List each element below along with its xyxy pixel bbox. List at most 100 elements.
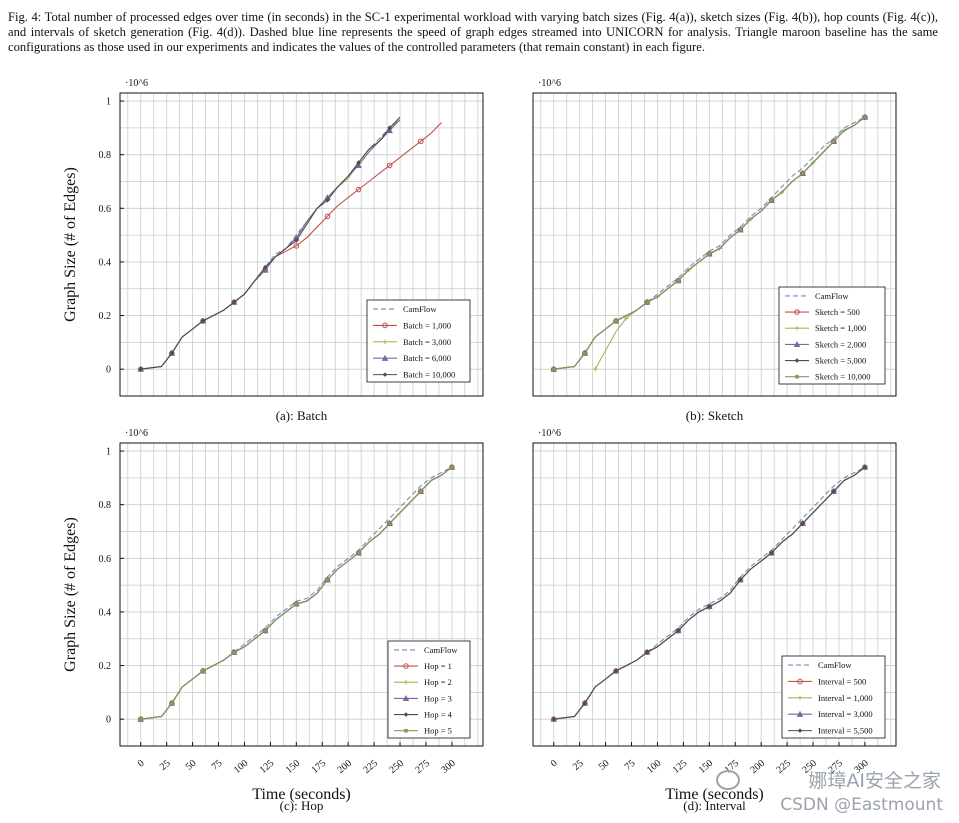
data-point [707,252,712,256]
legend-marker [403,663,409,669]
data-point [387,125,392,131]
y-tick-label: 1 [106,97,111,108]
data-point [200,318,206,324]
data-point [592,366,598,372]
data-point [263,628,267,633]
legend-label: Batch = 3,000 [403,337,451,347]
legend-marker [794,309,800,315]
legend-label: Sketch = 500 [815,307,860,317]
data-point [863,115,867,119]
data-point [138,717,143,721]
legend-marker [794,325,800,331]
plot-frame [532,442,897,747]
x-tick-label: 0 [549,758,560,770]
plot-frame [532,92,897,397]
x-tick-label: 100 [232,758,251,776]
legend-marker [795,374,799,379]
data-point [355,186,362,193]
data-point [325,577,330,582]
wechat-icon [716,770,740,790]
legend-label: Sketch = 1,000 [815,323,866,333]
legend-marker [796,710,804,717]
watermark-csdn: CSDN @Eastmount [780,795,943,815]
data-point [356,160,361,166]
data-point [582,700,588,706]
series [137,119,401,372]
legend-marker [797,728,803,733]
legend-marker [797,695,803,701]
legend-marker [382,322,388,329]
data-point [386,162,393,169]
legend-label: Hop = 2 [424,677,452,687]
y-tick-label: 0.4 [99,607,112,618]
y-tick-label: 0.2 [99,661,112,672]
x-tick-label: 175 [310,758,329,776]
legend-marker [382,339,388,345]
y-tick-label: 0 [106,365,111,376]
y-tick-label: 0.8 [99,500,112,511]
x-tick-label: 25 [158,758,173,773]
plot-frame [119,92,484,397]
legend-label: CamFlow [818,660,852,670]
legend-label: Hop = 3 [424,693,452,703]
data-point [232,650,236,654]
y-scale-label: ·10^6 [125,78,148,89]
x-tick-label: 250 [387,758,406,776]
legend-label: Hop = 4 [424,710,453,720]
legend-box [781,655,886,739]
data-point [262,264,268,270]
chart-panel-d: ·10^60 25 50 75 100 125 150 175 200 225 250 275 300T… [532,428,897,813]
y-scale-label: ·10^6 [538,78,561,89]
data-point [201,669,205,673]
y-tick-label: 0 [106,715,111,726]
legend-marker [793,340,801,347]
x-tick-label: 200 [336,758,355,776]
legend-marker [403,712,409,717]
data-point [324,213,331,220]
legend-label: Sketch = 5,000 [815,356,866,366]
x-tick-label: 225 [361,758,380,776]
legend: CamFlow Hop = 1 Hop = 2 Hop = 3 Hop = 4 Hop =… [387,640,471,739]
data-point [325,197,330,203]
legend-label: CamFlow [815,291,849,301]
data-point [769,198,774,203]
data-point [831,139,836,144]
x-tick-label: 125 [258,758,277,776]
legend-label: CamFlow [403,304,437,314]
plot-frame [119,442,484,747]
data-point [138,366,144,372]
series [138,116,401,372]
series-line [140,116,401,370]
x-tick-label: 200 [749,758,768,776]
legend-marker [797,678,803,685]
legend-label: CamFlow [424,645,458,655]
data-point [862,464,868,470]
x-tick-label: 75 [623,758,638,773]
legend-label: Interval = 5,500 [818,726,873,736]
data-point [387,521,392,526]
y-tick-label: 0.2 [99,311,112,322]
data-point [293,243,300,249]
data-point [769,550,774,556]
legend-marker [402,694,410,701]
legend-marker [794,358,800,363]
legend: CamFlow Batch = 1,000 Batch = 3,000 Batch =… [366,299,471,383]
data-point [645,300,649,304]
legend-label: Hop = 1 [424,661,452,671]
chart-panel-c: ·10^6 0 0.2 0.4 0.6 0.8 1 0 25 50 75 100 125 150 175 20… [62,428,484,813]
y-scale-label: ·10^6 [125,428,148,439]
data-point [418,489,423,494]
x-tick-label: 150 [284,758,303,776]
x-tick-label: 150 [697,758,716,776]
legend-box [366,299,471,383]
legend: CamFlow Sketch = 500 Sketch = 1,000 Sketch … [778,286,886,385]
data-point [800,521,805,526]
y-tick-label: 0.8 [99,150,112,161]
legend-label: Hop = 5 [424,726,452,736]
data-point [356,551,361,555]
data-point [169,350,175,356]
legend-box [387,640,471,739]
legend: CamFlow Interval = 500 Interval = 1,000 Int… [781,655,886,739]
data-point [800,171,805,176]
data-point [294,238,299,243]
